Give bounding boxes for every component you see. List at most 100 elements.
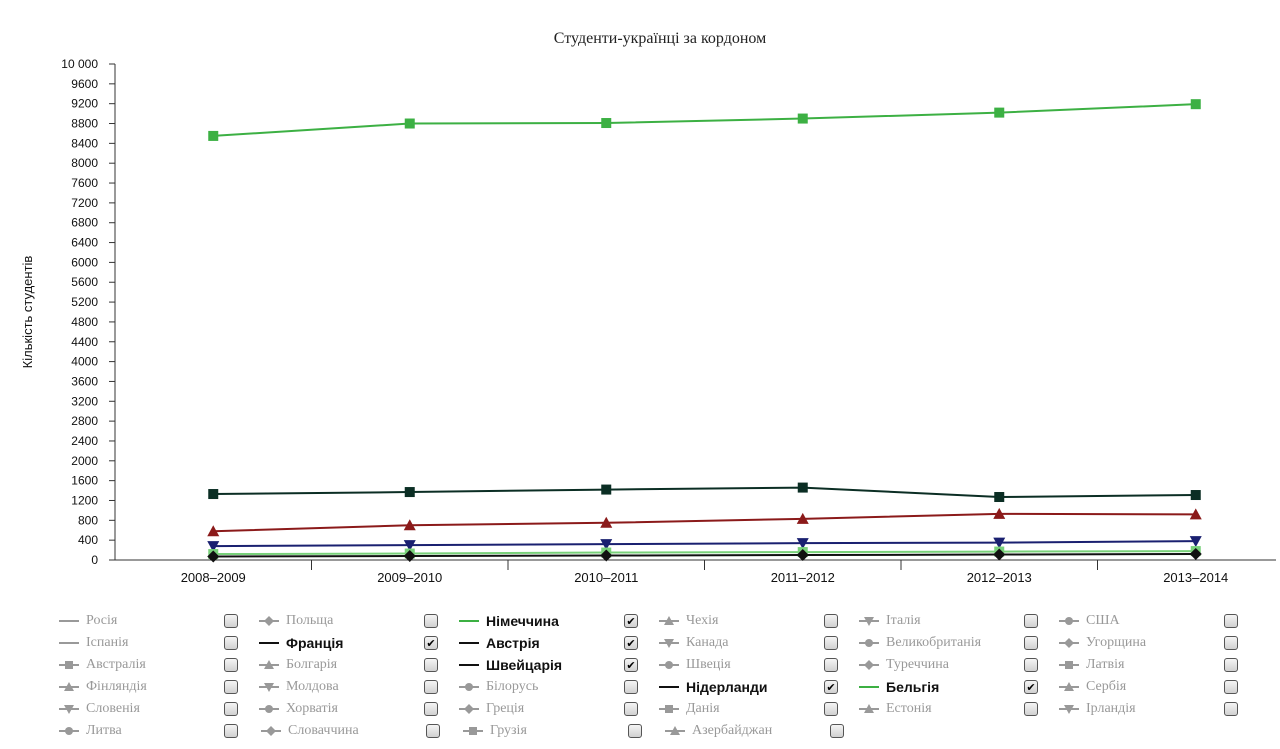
data-point[interactable] bbox=[601, 118, 612, 129]
legend-item[interactable]: Словаччина bbox=[260, 723, 462, 739]
legend-checkbox[interactable]: ✔ bbox=[424, 636, 438, 650]
legend-checkbox[interactable] bbox=[424, 680, 438, 694]
legend-checkbox[interactable] bbox=[1224, 658, 1238, 672]
legend-item[interactable]: Швейцарія ✔ bbox=[458, 657, 658, 673]
legend-item[interactable]: США bbox=[1058, 613, 1258, 629]
data-point[interactable] bbox=[1189, 536, 1202, 548]
legend-checkbox[interactable]: ✔ bbox=[624, 658, 638, 672]
legend-item[interactable]: Франція ✔ bbox=[258, 635, 458, 651]
data-point[interactable] bbox=[404, 487, 415, 498]
data-point[interactable] bbox=[796, 538, 809, 550]
legend-item[interactable]: Латвія bbox=[1058, 657, 1258, 673]
legend-checkbox[interactable]: ✔ bbox=[1024, 680, 1038, 694]
legend-checkbox[interactable] bbox=[624, 702, 638, 716]
legend-checkbox[interactable] bbox=[830, 724, 844, 738]
data-point[interactable] bbox=[796, 549, 809, 562]
legend-item[interactable]: Росія bbox=[58, 613, 258, 629]
data-point[interactable] bbox=[207, 550, 220, 563]
legend-item[interactable]: Канада bbox=[658, 635, 858, 651]
legend-item[interactable]: Великобританія bbox=[858, 635, 1058, 651]
legend-checkbox[interactable] bbox=[824, 614, 838, 628]
data-point[interactable] bbox=[1189, 548, 1202, 561]
data-point[interactable] bbox=[994, 107, 1005, 118]
legend-item[interactable]: Угорщина bbox=[1058, 635, 1258, 651]
legend-item[interactable]: Молдова bbox=[258, 679, 458, 695]
data-point[interactable] bbox=[600, 539, 613, 551]
legend-item[interactable]: Греція bbox=[458, 701, 658, 717]
legend-item[interactable]: Данія bbox=[658, 701, 858, 717]
legend-item[interactable]: Польща bbox=[258, 613, 458, 629]
legend-item[interactable]: Фінляндія bbox=[58, 679, 258, 695]
legend-item[interactable]: Іспанія bbox=[58, 635, 258, 651]
data-point[interactable] bbox=[797, 482, 808, 493]
legend-item[interactable]: Швеція bbox=[658, 657, 858, 673]
legend-item[interactable]: Литва bbox=[58, 723, 260, 739]
data-point[interactable] bbox=[993, 548, 1006, 561]
legend-item[interactable]: Азербайджан bbox=[664, 723, 866, 739]
data-point[interactable] bbox=[601, 484, 612, 495]
legend-checkbox[interactable] bbox=[1024, 614, 1038, 628]
legend-checkbox[interactable] bbox=[824, 636, 838, 650]
data-point[interactable] bbox=[207, 525, 220, 537]
data-point[interactable] bbox=[403, 550, 416, 563]
legend-checkbox[interactable] bbox=[224, 658, 238, 672]
data-point[interactable] bbox=[404, 118, 415, 129]
legend-checkbox[interactable] bbox=[1024, 658, 1038, 672]
data-point[interactable] bbox=[600, 516, 613, 528]
data-point[interactable] bbox=[994, 492, 1005, 503]
data-point[interactable] bbox=[797, 113, 808, 124]
legend-checkbox[interactable] bbox=[224, 702, 238, 716]
legend-item[interactable]: Австрія ✔ bbox=[458, 635, 658, 651]
legend-checkbox[interactable] bbox=[424, 658, 438, 672]
data-point[interactable] bbox=[1190, 490, 1201, 501]
legend-checkbox[interactable] bbox=[1224, 702, 1238, 716]
data-point[interactable] bbox=[403, 519, 416, 531]
series-layer bbox=[207, 99, 1202, 563]
legend-item[interactable]: Туреччина bbox=[858, 657, 1058, 673]
legend-checkbox[interactable] bbox=[224, 636, 238, 650]
data-point[interactable] bbox=[1189, 508, 1202, 520]
data-point[interactable] bbox=[993, 537, 1006, 549]
legend-item[interactable]: Чехія bbox=[658, 613, 858, 629]
legend-checkbox[interactable] bbox=[628, 724, 642, 738]
legend-item[interactable]: Грузія bbox=[462, 723, 664, 739]
legend-checkbox[interactable] bbox=[424, 614, 438, 628]
legend-checkbox[interactable] bbox=[1224, 680, 1238, 694]
legend-checkbox[interactable] bbox=[1224, 614, 1238, 628]
legend-checkbox[interactable]: ✔ bbox=[624, 636, 638, 650]
legend-checkbox[interactable] bbox=[624, 680, 638, 694]
data-point[interactable] bbox=[208, 489, 219, 500]
data-point[interactable] bbox=[207, 541, 220, 553]
legend-checkbox[interactable] bbox=[224, 724, 238, 738]
legend-item[interactable]: Словенія bbox=[58, 701, 258, 717]
data-point[interactable] bbox=[1190, 99, 1201, 110]
legend-checkbox[interactable] bbox=[1024, 702, 1038, 716]
legend-item[interactable]: Хорватія bbox=[258, 701, 458, 717]
legend-checkbox[interactable] bbox=[824, 702, 838, 716]
legend-checkbox[interactable]: ✔ bbox=[824, 680, 838, 694]
legend-label: Великобританія bbox=[886, 635, 982, 650]
data-point[interactable] bbox=[993, 507, 1006, 519]
legend-item[interactable]: Австралія bbox=[58, 657, 258, 673]
legend-item[interactable]: Італія bbox=[858, 613, 1058, 629]
data-point[interactable] bbox=[208, 130, 219, 141]
legend-item[interactable]: Нідерланди ✔ bbox=[658, 679, 858, 695]
legend-checkbox[interactable] bbox=[1224, 636, 1238, 650]
legend-checkbox[interactable] bbox=[1024, 636, 1038, 650]
legend-item[interactable]: Німеччина ✔ bbox=[458, 613, 658, 629]
legend-item[interactable]: Сербія bbox=[1058, 679, 1258, 695]
legend-item[interactable]: Ірландія bbox=[1058, 701, 1258, 717]
data-point[interactable] bbox=[600, 549, 613, 562]
legend-item[interactable]: Бельгія ✔ bbox=[858, 679, 1058, 695]
legend-checkbox[interactable] bbox=[424, 702, 438, 716]
legend-checkbox[interactable] bbox=[426, 724, 440, 738]
data-point[interactable] bbox=[796, 512, 809, 524]
legend-item[interactable]: Білорусь bbox=[458, 679, 658, 695]
legend-item[interactable]: Естонія bbox=[858, 701, 1058, 717]
legend-checkbox[interactable] bbox=[824, 658, 838, 672]
legend-item[interactable]: Болгарія bbox=[258, 657, 458, 673]
legend-checkbox[interactable] bbox=[224, 614, 238, 628]
data-point[interactable] bbox=[403, 540, 416, 552]
legend-checkbox[interactable] bbox=[224, 680, 238, 694]
legend-checkbox[interactable]: ✔ bbox=[624, 614, 638, 628]
